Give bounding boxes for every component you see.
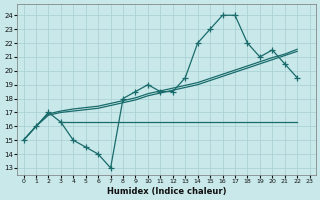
X-axis label: Humidex (Indice chaleur): Humidex (Indice chaleur) [107,187,226,196]
